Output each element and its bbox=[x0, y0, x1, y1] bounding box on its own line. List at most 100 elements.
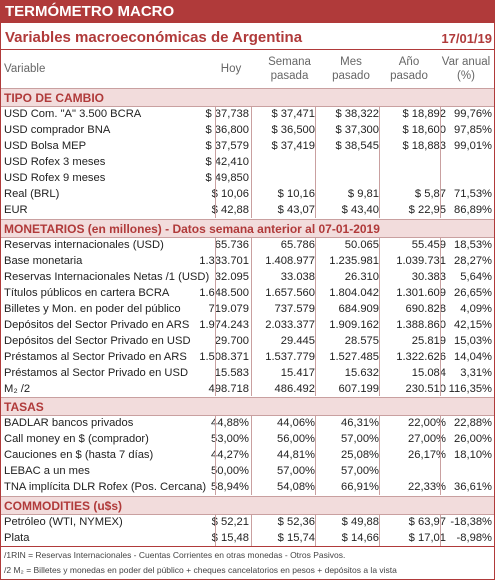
cell-var: -8,98% bbox=[456, 532, 492, 544]
table-row: Depósitos del Sector Privado en ARS 1.974… bbox=[0, 317, 495, 333]
section-header: TASAS bbox=[1, 397, 494, 416]
cell-hoy: $ 52,21 bbox=[211, 516, 249, 528]
cell-anio: 25.819 bbox=[411, 335, 446, 347]
col-header-hoy: Hoy bbox=[220, 63, 242, 75]
subtitle-divider bbox=[1, 49, 494, 50]
cell-variable: Depósitos del Sector Privado en USD bbox=[4, 335, 191, 347]
cell-mes: 15.632 bbox=[344, 367, 379, 379]
cell-variable: Petróleo (WTI, NYMEX) bbox=[4, 516, 123, 528]
cell-variable: M₂ /2 bbox=[4, 383, 31, 395]
table-row: M₂ /2 498.718 486.492 607.199 230.510 116,35% bbox=[0, 381, 495, 397]
cell-mes: 1.235.981 bbox=[329, 255, 379, 267]
cell-var: 42,15% bbox=[454, 319, 492, 331]
cell-semana: $ 37,471 bbox=[271, 108, 315, 120]
cell-hoy: 65.736 bbox=[214, 239, 249, 251]
cell-variable: Títulos públicos en cartera BCRA bbox=[4, 287, 170, 299]
column-divider bbox=[251, 107, 252, 218]
cell-anio: 55.459 bbox=[411, 239, 446, 251]
cell-variable: LEBAC a un mes bbox=[4, 465, 90, 477]
column-divider bbox=[315, 515, 316, 546]
cell-hoy: $ 10,06 bbox=[211, 188, 249, 200]
column-divider bbox=[251, 515, 252, 546]
cell-semana: 15.417 bbox=[280, 367, 315, 379]
table-row: Préstamos al Sector Privado en USD 15.583… bbox=[0, 365, 495, 381]
cell-var: 14,04% bbox=[454, 351, 492, 363]
col-header-anio: Año pasado bbox=[384, 55, 434, 83]
footnote-rin: /1RIN = Reservas Internacionales - Cuent… bbox=[4, 550, 346, 560]
column-divider bbox=[215, 238, 216, 396]
col-header-semana-line1: Semana bbox=[268, 56, 311, 68]
col-header-anio-line1: Año bbox=[398, 56, 420, 68]
cell-semana: 486.492 bbox=[274, 383, 315, 395]
cell-semana: $ 37,419 bbox=[271, 140, 315, 152]
column-divider bbox=[379, 238, 380, 396]
cell-variable: Depósitos del Sector Privado en ARS bbox=[4, 319, 190, 331]
cell-variable: Call money en $ (comprador) bbox=[4, 433, 149, 445]
cell-hoy: 44,88% bbox=[211, 417, 249, 429]
cell-semana: $ 36,500 bbox=[271, 124, 315, 136]
column-divider bbox=[379, 107, 380, 218]
column-divider bbox=[440, 416, 441, 495]
col-header-semana-line2: pasada bbox=[270, 70, 309, 82]
col-header-variable: Variable bbox=[4, 63, 46, 75]
cell-var: 4,09% bbox=[460, 303, 492, 315]
cell-semana: 54,08% bbox=[277, 481, 315, 493]
cell-hoy: $ 42,410 bbox=[205, 156, 249, 168]
cell-var: 18,53% bbox=[454, 239, 492, 251]
col-header-semana: Semana pasada bbox=[262, 55, 317, 83]
cell-variable: USD Rofex 3 meses bbox=[4, 156, 106, 168]
cell-var: 26,65% bbox=[454, 287, 492, 299]
cell-semana: 65.786 bbox=[280, 239, 315, 251]
column-divider bbox=[315, 416, 316, 495]
cell-anio: 15.084 bbox=[411, 367, 446, 379]
column-divider bbox=[440, 107, 441, 218]
cell-anio: 230.510 bbox=[405, 383, 446, 395]
table-row: USD Rofex 3 meses $ 42,410 bbox=[0, 154, 495, 170]
cell-anio: $ 18,892 bbox=[402, 108, 446, 120]
cell-semana: 1.408.977 bbox=[265, 255, 315, 267]
cell-variable: Reservas Internacionales Netas /1 (USD) bbox=[4, 271, 210, 283]
cell-var: 15,03% bbox=[454, 335, 492, 347]
table-row: Reservas internacionales (USD) 65.736 65.7… bbox=[0, 237, 495, 253]
cell-var: 99,01% bbox=[454, 140, 492, 152]
cell-semana: 56,00% bbox=[277, 433, 315, 445]
cell-anio: $ 63,97 bbox=[408, 516, 446, 528]
cell-hoy: 29.700 bbox=[214, 335, 249, 347]
cell-hoy: $ 37,738 bbox=[205, 108, 249, 120]
col-header-var: Var anual (%) bbox=[438, 55, 494, 83]
section-header: TIPO DE CAMBIO bbox=[1, 88, 494, 107]
cell-mes: $ 14,66 bbox=[341, 532, 379, 544]
cell-anio: 26,17% bbox=[408, 449, 446, 461]
cell-hoy: 58,94% bbox=[211, 481, 249, 493]
report-subtitle: Variables macroeconómicas de Argentina bbox=[5, 29, 303, 46]
cell-hoy: $ 37,579 bbox=[205, 140, 249, 152]
cell-variable: Plata bbox=[4, 532, 30, 544]
column-divider bbox=[215, 416, 216, 495]
table-row: Depósitos del Sector Privado en USD 29.70… bbox=[0, 333, 495, 349]
cell-var: -18,38% bbox=[450, 516, 492, 528]
cell-semana: 737.579 bbox=[274, 303, 315, 315]
cell-semana: $ 52,36 bbox=[277, 516, 315, 528]
cell-mes: 26.310 bbox=[344, 271, 379, 283]
cell-anio: 1.039.731 bbox=[396, 255, 446, 267]
column-divider bbox=[315, 107, 316, 218]
table-row: USD Rofex 9 meses $ 49,850 bbox=[0, 170, 495, 186]
cell-mes: 28.575 bbox=[344, 335, 379, 347]
column-divider bbox=[379, 515, 380, 546]
cell-var: 71,53% bbox=[454, 188, 492, 200]
cell-semana: 44,81% bbox=[277, 449, 315, 461]
cell-var: 36,61% bbox=[454, 481, 492, 493]
cell-mes: $ 43,40 bbox=[341, 204, 379, 216]
table-row: Cauciones en $ (hasta 7 días) 44,27% 44,81… bbox=[0, 447, 495, 463]
section-header: COMMODITIES (u$s) bbox=[1, 496, 494, 515]
cell-hoy: $ 42,88 bbox=[211, 204, 249, 216]
cell-semana: 33.038 bbox=[280, 271, 315, 283]
col-header-anio-line2: pasado bbox=[390, 70, 428, 82]
cell-hoy: $ 36,800 bbox=[205, 124, 249, 136]
table-row: Petróleo (WTI, NYMEX) $ 52,21 $ 52,36 $ 49,… bbox=[0, 514, 495, 530]
cell-anio: 1.322.626 bbox=[396, 351, 446, 363]
cell-mes: 684.909 bbox=[338, 303, 379, 315]
cell-anio: $ 5,87 bbox=[414, 188, 446, 200]
cell-variable: USD Com. "A" 3.500 BCRA bbox=[4, 108, 142, 120]
